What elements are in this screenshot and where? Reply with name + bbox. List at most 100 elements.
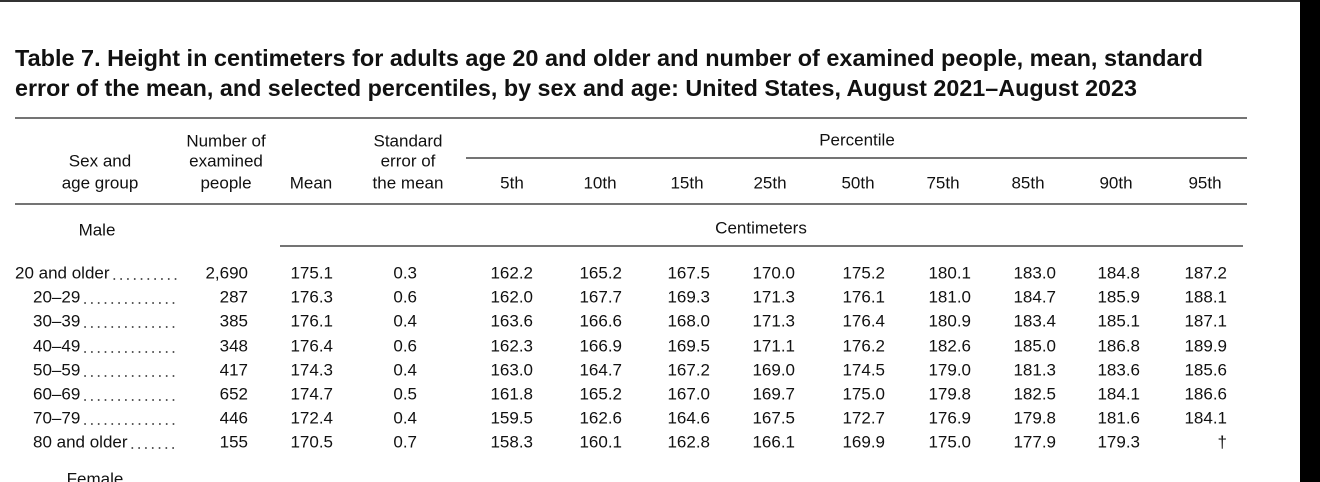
column-header: people (200, 173, 251, 192)
cell: 169.9 (842, 432, 885, 451)
cell: 181.3 (1013, 360, 1056, 379)
cell: 174.7 (290, 384, 333, 403)
cell: 2,690 (205, 263, 248, 282)
column-header: 90th (1099, 173, 1132, 192)
cell: 184.7 (1013, 287, 1056, 306)
cell: 162.8 (667, 432, 710, 451)
top-edge (0, 0, 1320, 2)
cell: 179.8 (1013, 408, 1056, 427)
column-header: error of (381, 151, 436, 170)
cell: 166.1 (752, 432, 795, 451)
column-header: 85th (1011, 173, 1044, 192)
cell: 162.6 (579, 408, 622, 427)
cell: 171.3 (752, 287, 795, 306)
column-header: Standard (374, 131, 443, 150)
cell: 177.9 (1013, 432, 1056, 451)
cell: 167.2 (667, 360, 710, 379)
cell: 168.0 (667, 311, 710, 330)
section-label: Male (79, 220, 116, 239)
cell: 179.0 (928, 360, 971, 379)
cell: 189.9 (1184, 336, 1227, 355)
row-label: 30–39 (33, 311, 80, 330)
cell: 171.1 (752, 336, 795, 355)
cell: 176.2 (842, 336, 885, 355)
cell: 158.3 (490, 432, 533, 451)
cell: 172.4 (290, 408, 333, 427)
title-line: error of the mean, and selected percenti… (15, 75, 1137, 101)
cell: † (1218, 432, 1227, 451)
cell: 155 (220, 432, 248, 451)
cell: 164.7 (579, 360, 622, 379)
column-header: age group (62, 173, 139, 192)
cell: 417 (220, 360, 248, 379)
column-header: 95th (1188, 173, 1221, 192)
cell: 184.8 (1097, 263, 1140, 282)
cell: 167.5 (752, 408, 795, 427)
cell: 174.5 (842, 360, 885, 379)
cell: 169.5 (667, 336, 710, 355)
cell: 652 (220, 384, 248, 403)
section-label: Female (67, 469, 124, 482)
cell: 163.0 (490, 360, 533, 379)
cell: 184.1 (1184, 408, 1227, 427)
cell: 0.4 (393, 360, 417, 379)
cell: 176.1 (842, 287, 885, 306)
cell: 185.0 (1013, 336, 1056, 355)
cell: 162.3 (490, 336, 533, 355)
cell: 181.6 (1097, 408, 1140, 427)
cell: 172.7 (842, 408, 885, 427)
cell: 159.5 (490, 408, 533, 427)
column-header: Number of (186, 131, 266, 150)
cell: 187.2 (1184, 263, 1227, 282)
column-header: Mean (290, 173, 333, 192)
cell: 188.1 (1184, 287, 1227, 306)
row-label: 50–59 (33, 360, 80, 379)
row-label: 60–69 (33, 384, 80, 403)
cell: 165.2 (579, 384, 622, 403)
cell: 0.6 (393, 336, 417, 355)
cell: 0.5 (393, 384, 417, 403)
cell: 446 (220, 408, 248, 427)
cell: 385 (220, 311, 248, 330)
column-header: 75th (926, 173, 959, 192)
cell: 175.0 (928, 432, 971, 451)
spanner-header: Percentile (819, 130, 895, 149)
row-label: 80 and older (33, 432, 128, 451)
cell: 185.9 (1097, 287, 1140, 306)
row-label: 40–49 (33, 336, 80, 355)
cell: 160.1 (579, 432, 622, 451)
cell: 183.6 (1097, 360, 1140, 379)
cell: 175.0 (842, 384, 885, 403)
cell: 0.3 (393, 263, 417, 282)
cell: 0.4 (393, 408, 417, 427)
cell: 162.0 (490, 287, 533, 306)
cell: 166.9 (579, 336, 622, 355)
cell: 176.1 (290, 311, 333, 330)
cell: 167.7 (579, 287, 622, 306)
cell: 180.1 (928, 263, 971, 282)
cell: 176.3 (290, 287, 333, 306)
cell: 176.4 (290, 336, 333, 355)
cell: 348 (220, 336, 248, 355)
column-header: 15th (670, 173, 703, 192)
cell: 175.2 (842, 263, 885, 282)
cell: 179.8 (928, 384, 971, 403)
cell: 182.6 (928, 336, 971, 355)
cell: 166.6 (579, 311, 622, 330)
cell: 181.0 (928, 287, 971, 306)
cell: 170.0 (752, 263, 795, 282)
column-header: examined (189, 151, 263, 170)
row-label: 20–29 (33, 287, 80, 306)
cell: 161.8 (490, 384, 533, 403)
column-header: 5th (500, 173, 524, 192)
row-label: 20 and older (15, 263, 110, 282)
title-line: Table 7. Height in centimeters for adult… (15, 45, 1203, 71)
cell: 182.5 (1013, 384, 1056, 403)
cell: 176.4 (842, 311, 885, 330)
cell: 0.4 (393, 311, 417, 330)
cell: 180.9 (928, 311, 971, 330)
cell: 162.2 (490, 263, 533, 282)
cell: 185.6 (1184, 360, 1227, 379)
cell: 169.7 (752, 384, 795, 403)
